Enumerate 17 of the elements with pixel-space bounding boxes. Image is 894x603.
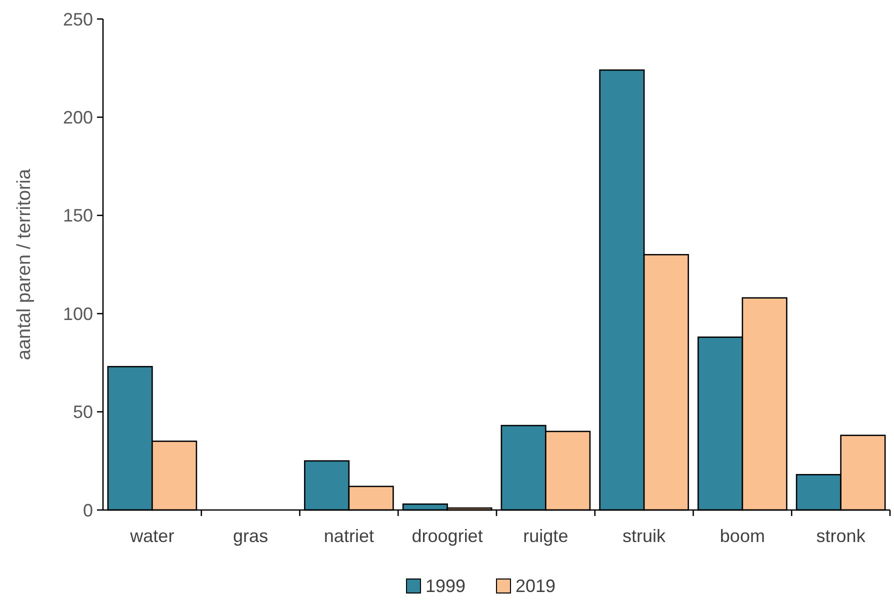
y-tick-label: 100 (62, 304, 93, 324)
y-tick-label: 50 (72, 402, 93, 422)
x-tick-label: boom (720, 526, 765, 546)
y-tick-label: 200 (62, 108, 93, 128)
x-tick-label: stronk (816, 526, 866, 546)
y-axis-title: aantal paren / territoria (14, 168, 35, 360)
legend-label: 2019 (516, 576, 556, 596)
x-tick-label: gras (233, 526, 268, 546)
x-tick-label: ruigte (523, 526, 568, 546)
y-tick-label: 250 (62, 9, 93, 30)
x-tick-label: droogriet (412, 526, 483, 546)
legend-label: 1999 (426, 576, 466, 596)
y-tick-label: 150 (62, 206, 93, 226)
x-tick-label: natriet (324, 526, 374, 546)
y-tick-label: 0 (82, 500, 93, 520)
x-tick-label: struik (622, 526, 667, 546)
x-tick-label: water (129, 526, 174, 546)
